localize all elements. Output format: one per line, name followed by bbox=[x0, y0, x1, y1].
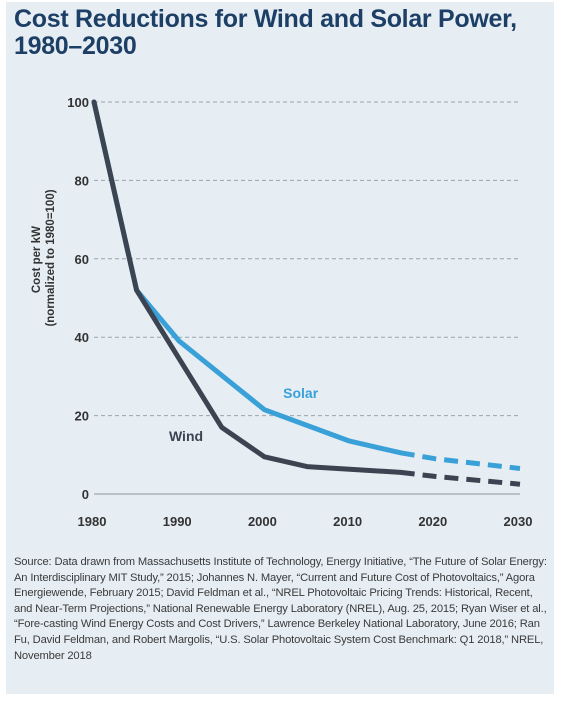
source-note: Source: Data drawn from Massachusetts In… bbox=[14, 556, 547, 662]
y-tick-20: 20 bbox=[75, 409, 89, 424]
y-tick-labels: 0 20 40 60 80 100 bbox=[67, 95, 89, 502]
chart-title: Cost Reductions for Wind and Solar Power… bbox=[14, 6, 544, 60]
figure-panel: Cost Reductions for Wind and Solar Power… bbox=[6, 2, 554, 694]
series-lines bbox=[91, 99, 521, 487]
x-tick-labels: 1980 1990 2000 2010 2020 2030 bbox=[78, 514, 533, 529]
y-tick-100: 100 bbox=[67, 95, 89, 110]
chart-title-line-2: 1980–2030 bbox=[14, 32, 137, 60]
series-line-wind bbox=[91, 99, 404, 475]
series-label-solar: Solar bbox=[283, 385, 319, 401]
chart-title-line-1: Cost Reductions for Wind and Solar Power… bbox=[14, 5, 517, 33]
y-tick-80: 80 bbox=[75, 173, 89, 188]
y-tick-60: 60 bbox=[75, 252, 89, 267]
y-axis-label-line-2: (normalized to 1980=100) bbox=[45, 189, 57, 326]
y-tick-40: 40 bbox=[75, 330, 89, 345]
series-projection-wind bbox=[400, 469, 521, 487]
x-tick-2020: 2020 bbox=[418, 514, 447, 529]
x-tick-2000: 2000 bbox=[248, 514, 277, 529]
series-line-solar bbox=[91, 99, 404, 456]
y-tick-0: 0 bbox=[82, 487, 89, 502]
y-axis-label-line-1: Cost per kW bbox=[31, 226, 43, 293]
line-chart: 0 20 40 60 80 100 1980 1990 2000 2010 2020 2030 Co… bbox=[31, 95, 533, 529]
y-axis-label: Cost per kW (normalized to 1980=100) bbox=[31, 189, 57, 326]
x-tick-1990: 1990 bbox=[163, 514, 192, 529]
series-projection-solar bbox=[400, 450, 521, 471]
x-tick-2030: 2030 bbox=[504, 514, 533, 529]
series-label-wind: Wind bbox=[169, 428, 203, 444]
x-tick-1980: 1980 bbox=[78, 514, 107, 529]
x-tick-2010: 2010 bbox=[333, 514, 362, 529]
grid-lines bbox=[94, 101, 520, 417]
